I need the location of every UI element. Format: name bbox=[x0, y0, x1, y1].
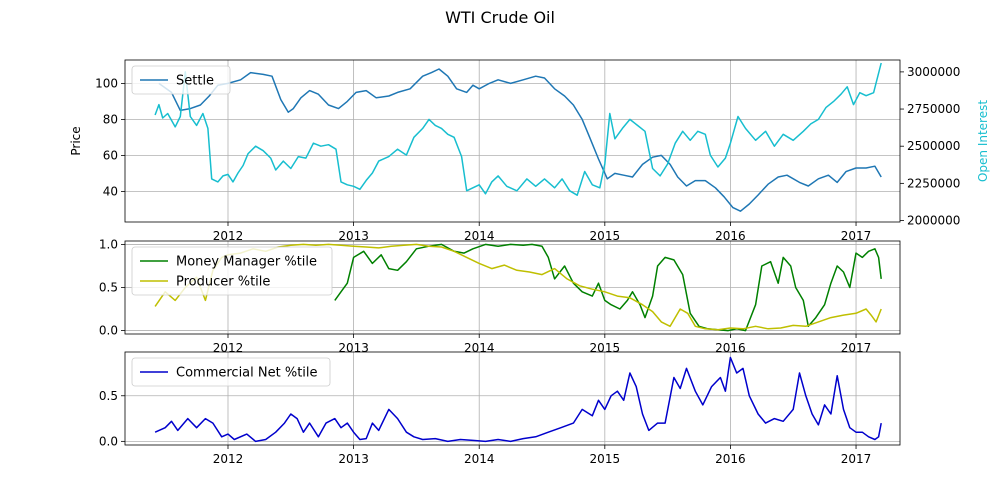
y-tick-label: 80 bbox=[103, 112, 118, 126]
x-tick-label: 2014 bbox=[464, 452, 495, 466]
x-tick-label: 2016 bbox=[715, 229, 746, 243]
y-tick-label: 100 bbox=[95, 76, 118, 90]
y2-tick-label: 3000000 bbox=[907, 65, 960, 79]
x-tick-label: 2017 bbox=[841, 452, 872, 466]
legend-box bbox=[131, 65, 231, 95]
y-axis-label: Price bbox=[69, 126, 83, 155]
y-tick-label: 0.0 bbox=[99, 324, 118, 338]
x-tick-label: 2013 bbox=[338, 341, 369, 355]
legend-box bbox=[131, 246, 333, 296]
y-tick-label: 40 bbox=[103, 184, 118, 198]
y-tick-label: 1.0 bbox=[99, 237, 118, 251]
x-tick-label: 2013 bbox=[338, 229, 369, 243]
legend-entry: Commercial Net %tile bbox=[176, 366, 318, 381]
series-line-money-manager-tile bbox=[334, 243, 882, 332]
series-line-open-interest bbox=[154, 62, 882, 196]
y2-tick-label: 2250000 bbox=[907, 176, 960, 190]
panel-percentile bbox=[121, 240, 901, 338]
axes-frame bbox=[124, 351, 901, 446]
y2-tick-label: 2500000 bbox=[907, 139, 960, 153]
x-tick-label: 2012 bbox=[213, 452, 244, 466]
chart-title: WTI Crude Oil bbox=[445, 8, 555, 27]
x-tick-label: 2016 bbox=[715, 452, 746, 466]
y2-axis-label: Open Interest bbox=[976, 100, 990, 182]
y2-tick-label: 2000000 bbox=[907, 214, 960, 228]
x-tick-label: 2015 bbox=[590, 229, 621, 243]
y2-tick-label: 2750000 bbox=[907, 102, 960, 116]
series-line-settle bbox=[158, 68, 882, 212]
legend-entry: Settle bbox=[176, 74, 214, 89]
x-tick-label: 2014 bbox=[464, 229, 495, 243]
y-tick-label: 0.5 bbox=[99, 281, 118, 295]
x-tick-label: 2012 bbox=[213, 229, 244, 243]
x-tick-label: 2013 bbox=[338, 452, 369, 466]
x-tick-label: 2012 bbox=[213, 341, 244, 355]
x-tick-label: 2015 bbox=[590, 341, 621, 355]
series-line-commercial-net-tile bbox=[154, 356, 882, 443]
panel-price bbox=[121, 59, 904, 226]
legend-box bbox=[131, 357, 331, 387]
panel-commercial bbox=[121, 351, 901, 449]
axes-frame bbox=[124, 59, 901, 223]
y-tick-label: 60 bbox=[103, 148, 118, 162]
x-tick-label: 2014 bbox=[464, 341, 495, 355]
legend-entry: Producer %tile bbox=[176, 275, 270, 290]
x-tick-label: 2017 bbox=[841, 229, 872, 243]
x-tick-label: 2017 bbox=[841, 341, 872, 355]
y-tick-label: 0.5 bbox=[99, 389, 118, 403]
legend-entry: Money Manager %tile bbox=[176, 255, 317, 270]
x-tick-label: 2015 bbox=[590, 452, 621, 466]
x-tick-label: 2016 bbox=[715, 341, 746, 355]
y-tick-label: 0.0 bbox=[99, 434, 118, 448]
